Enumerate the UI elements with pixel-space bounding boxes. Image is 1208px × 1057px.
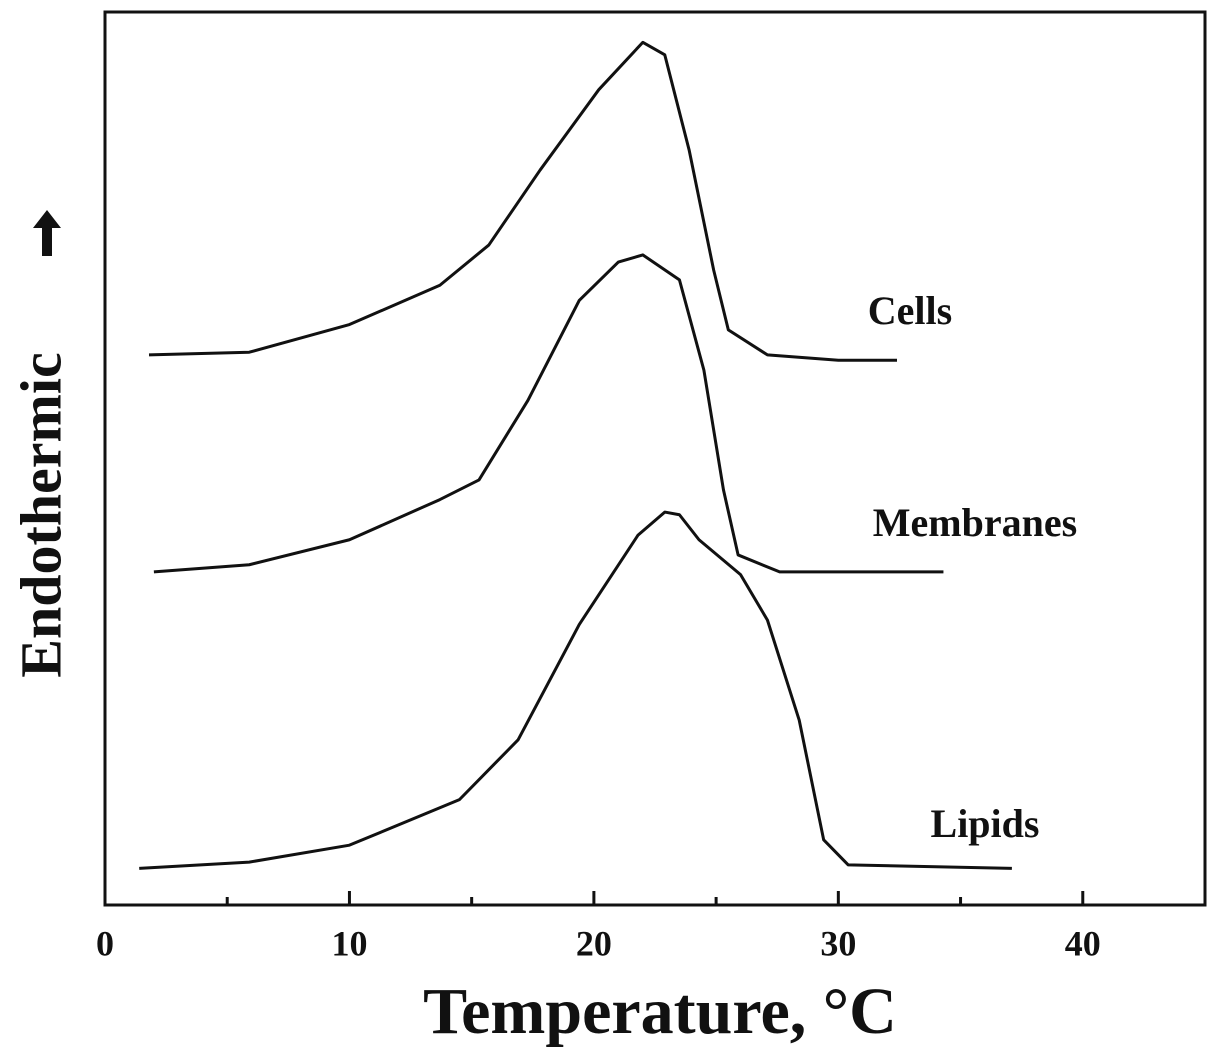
x-tick-label: 10 (331, 923, 367, 963)
series-label: Membranes (873, 500, 1077, 545)
curve (148, 40, 897, 362)
x-tick-label: 0 (96, 923, 114, 963)
y-axis-arrow (33, 210, 61, 256)
series-label: Lipids (931, 801, 1040, 846)
x-tick-label: 20 (576, 923, 612, 963)
y-axis-label: Endothermic (8, 352, 73, 677)
x-tick-label: 30 (820, 923, 856, 963)
x-tick-label: 40 (1065, 923, 1101, 963)
curve (153, 253, 944, 574)
x-axis-label: Temperature, °C (423, 975, 897, 1048)
plot-frame (103, 10, 1207, 907)
series-label: Cells (868, 288, 952, 333)
curve (139, 510, 1012, 870)
